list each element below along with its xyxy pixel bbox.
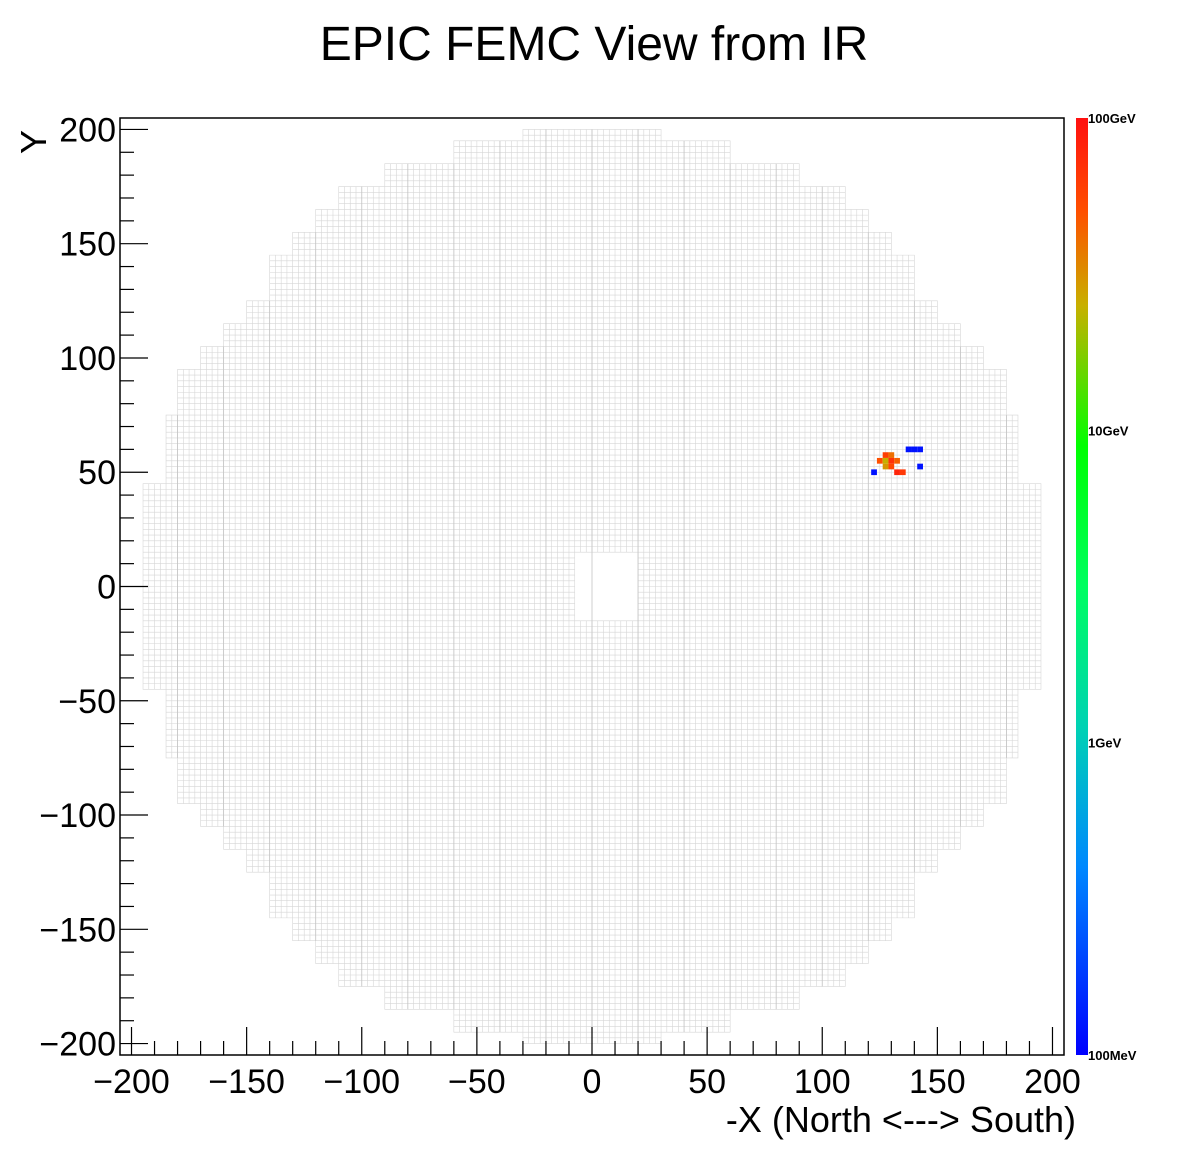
x-tick-label: −50 [448, 1063, 506, 1101]
hit-cell [894, 457, 900, 464]
plot-area [142, 129, 1042, 1044]
hit-cell [905, 446, 912, 453]
x-tick-label: 50 [688, 1063, 726, 1101]
x-axis-title: -X (North <---> South) [726, 1099, 1076, 1140]
hit-cell [911, 446, 918, 453]
hit-cell [894, 469, 900, 476]
colorbar-tick-label: 10GeV [1088, 423, 1129, 438]
x-tick-label: −100 [323, 1063, 400, 1101]
module-boundaries [177, 129, 1007, 1044]
y-tick-label: 100 [59, 340, 116, 378]
hit-cell [888, 457, 895, 464]
x-tick-label: 150 [909, 1063, 966, 1101]
hit-cell [882, 463, 889, 470]
colorbar-tick-label: 100MeV [1088, 1048, 1137, 1063]
y-tick-label: −200 [39, 1026, 116, 1064]
hit-cell [882, 452, 889, 458]
colorbar-gradient [1076, 118, 1088, 1055]
hit-cell [899, 469, 906, 476]
x-tick-label: −200 [93, 1063, 170, 1101]
colorbar-tick-label: 1GeV [1088, 736, 1122, 751]
x-tick-label: 200 [1024, 1063, 1081, 1101]
y-axis-title: Y [13, 130, 54, 154]
y-tick-label: −50 [58, 683, 116, 721]
y-tick-label: −100 [39, 797, 116, 835]
colorbar: 100MeV 1GeV 10GeV 100GeV [1076, 111, 1137, 1063]
x-axis: −200 −150 −100 −50 0 50 100 150 200 [93, 1027, 1081, 1101]
energy-hits [871, 446, 923, 476]
hit-cell [871, 469, 877, 476]
hit-cell [888, 463, 895, 470]
x-tick-label: 0 [583, 1063, 602, 1101]
x-tick-label: 100 [794, 1063, 851, 1101]
colorbar-tick-label: 100GeV [1088, 111, 1136, 126]
y-tick-label: 50 [78, 454, 116, 492]
hit-cell [917, 463, 923, 470]
x-tick-label: −150 [208, 1063, 285, 1101]
y-tick-label: 0 [97, 569, 116, 607]
y-tick-label: 200 [59, 111, 116, 149]
y-tick-label: 150 [59, 226, 116, 264]
hit-cell [917, 446, 923, 453]
hit-cell [888, 452, 895, 458]
y-axis: −200 −150 −100 −50 0 50 100 150 200 [39, 111, 148, 1064]
colorbar-labels: 100MeV 1GeV 10GeV 100GeV [1088, 111, 1137, 1063]
hit-cell [876, 457, 883, 464]
detector-module-lines [177, 129, 1007, 1044]
hit-cell [882, 457, 889, 464]
chart-title: EPIC FEMC View from IR [320, 18, 869, 71]
y-tick-label: −150 [39, 911, 116, 949]
